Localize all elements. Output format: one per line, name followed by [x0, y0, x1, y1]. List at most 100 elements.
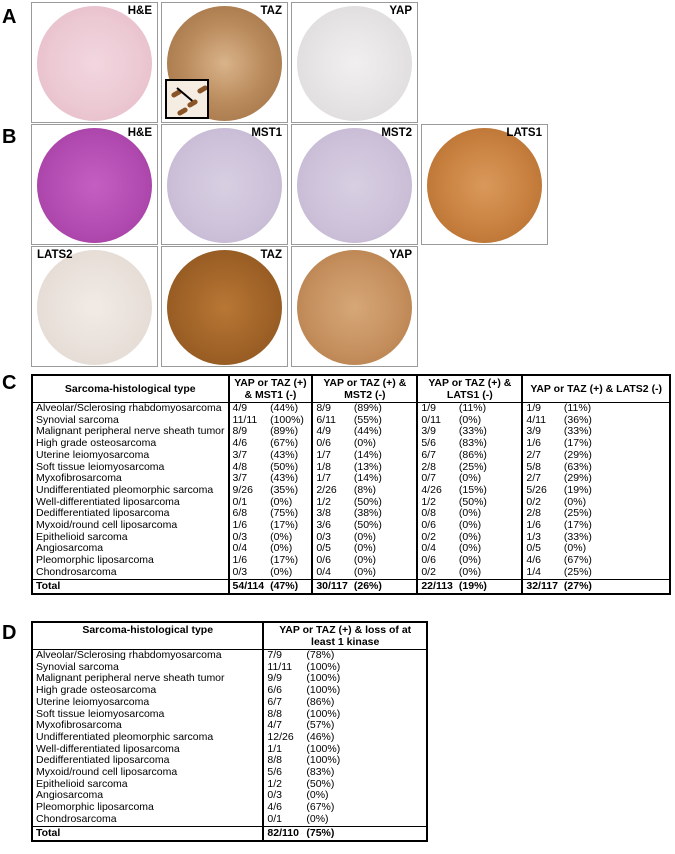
image-label: MST2	[381, 127, 412, 139]
count-cell: 2/7	[521, 473, 561, 485]
table-row: Chondrosarcoma 0/3 (0%) 0/4 (0%) 0/2 (0%) 1/4 (2…	[32, 565, 670, 580]
sarcoma-type-cell: Angiosarcoma	[36, 789, 104, 802]
table-row: Myxoid/round cell liposarcoma 1/6 (17%) 3/6…	[32, 519, 670, 532]
sarcoma-type-cell: Epithelioid sarcoma	[36, 777, 128, 790]
tissue-core	[167, 128, 282, 243]
percent-cell: (36%)	[563, 413, 592, 426]
magnified-inset	[165, 79, 209, 119]
percent-cell: (0%)	[458, 530, 482, 543]
count-cell: 3/8	[311, 508, 351, 521]
count-cell: 8/8	[262, 708, 304, 721]
count-cell: 12/26	[262, 731, 304, 744]
sarcoma-type-cell: Soft tissue leiomyosarcoma	[36, 460, 165, 473]
tissue-core	[297, 6, 412, 121]
count-cell: 0/5	[521, 543, 561, 556]
table-row: Alveolar/Sclerosing rhabdomyosarcoma 4/9 (…	[32, 402, 670, 415]
table-row: Angiosarcoma 0/4 (0%) 0/5 (0%) 0/4 (0%) 0/5 (0%)	[32, 542, 670, 556]
percent-cell: (0%)	[353, 542, 377, 555]
percent-cell: (0%)	[270, 530, 293, 543]
percent-cell: (19%)	[563, 483, 592, 496]
percent-cell: (0%)	[270, 542, 293, 555]
count-cell: 11/11	[262, 661, 304, 674]
sarcoma-type-cell: Myxofibrosarcoma	[36, 719, 122, 732]
percent-cell: (100%)	[306, 660, 341, 673]
sarcoma-type-cell: Undifferentiated pleomorphic sarcoma	[36, 730, 214, 743]
count-cell: 0/4	[227, 543, 268, 556]
percent-cell: (89%)	[270, 425, 299, 438]
percent-cell: (29%)	[563, 448, 592, 461]
percent-cell: (0%)	[458, 565, 482, 578]
percent-cell: (50%)	[353, 519, 382, 532]
percent-cell: (0%)	[353, 530, 377, 543]
image-label: H&E	[127, 5, 152, 17]
sarcoma-type-cell: Angiosarcoma	[36, 542, 104, 555]
sarcoma-type-cell: Chondrosarcoma	[36, 565, 117, 578]
percent-cell: (33%)	[563, 425, 592, 438]
panel-b-mst1-image: MST1	[161, 124, 288, 245]
table-row: Angiosarcoma 0/3 (0%)	[32, 789, 427, 803]
percent-cell: (0%)	[270, 495, 293, 508]
count-cell: 2/26	[311, 484, 351, 497]
percent-cell: (33%)	[458, 425, 487, 438]
percent-cell: (43%)	[270, 448, 299, 461]
percent-cell: (13%)	[353, 460, 382, 473]
count-cell: 5/26	[521, 484, 561, 497]
table-row: Malignant peripheral nerve sheath tumor 9…	[32, 673, 427, 686]
panel-a-letter: A	[2, 6, 17, 28]
sarcoma-type-cell: Synovial sarcoma	[36, 660, 119, 673]
sarcoma-type-cell: Soft tissue leiomyosarcoma	[36, 707, 165, 720]
table-row: Synovial sarcoma 11/11 (100%)	[32, 660, 427, 674]
sarcoma-type-cell: High grade osteosarcoma	[36, 437, 157, 450]
count-cell: 0/4	[311, 566, 351, 580]
sarcoma-type-cell: Alveolar/Sclerosing rhabdomyosarcoma	[36, 402, 222, 414]
count-cell: 0/6	[416, 554, 456, 567]
table-row: Pleomorphic liposarcoma 1/6 (17%) 0/6 (0%) 0/…	[32, 554, 670, 567]
count-cell: 4/9	[227, 402, 268, 415]
panel-b-letter: B	[2, 126, 17, 148]
percent-cell: (86%)	[458, 448, 487, 461]
percent-cell: (0%)	[353, 437, 377, 450]
percent-cell: (100%)	[306, 742, 341, 755]
percent-cell: (8%)	[353, 483, 377, 496]
count-cell: 6/11	[311, 414, 351, 427]
panel-a-he-image: H&E	[31, 2, 158, 123]
table-row: Myxoid/round cell liposarcoma 5/6 (83%)	[32, 766, 427, 779]
table-row: Myxofibrosarcoma 4/7 (57%)	[32, 720, 427, 732]
count-cell: 5/6	[416, 437, 456, 450]
percent-cell: (67%)	[270, 437, 299, 450]
table-row: Synovial sarcoma 11/11 (100%) 6/11 (55%) 0/11…	[32, 413, 670, 427]
percent-cell: (100%)	[306, 754, 341, 767]
count-cell: 0/2	[416, 531, 456, 544]
panel-d-letter: D	[2, 622, 17, 644]
column-header: YAP or TAZ (+) & LATS2 (-)	[521, 375, 670, 403]
count-cell: 0/6	[311, 437, 351, 450]
table-row: Well-differentiated liposarcoma 1/1 (100%)	[32, 742, 427, 756]
percent-cell: (33%)	[563, 530, 592, 543]
percent-cell: (86%)	[306, 695, 335, 708]
count-cell: 3/7	[227, 449, 268, 462]
table-row: Dedifferentiated liposarcoma 6/8 (75%) 3/8(…	[32, 507, 670, 521]
count-cell: 1/1	[262, 743, 304, 756]
count-cell: 0/2	[521, 496, 561, 509]
sarcoma-type-cell: Pleomorphic liposarcoma	[36, 801, 154, 814]
percent-cell: (25%)	[563, 565, 592, 578]
percent-cell: (0%)	[458, 519, 482, 532]
table-row: Malignant peripheral nerve sheath tumor 8…	[32, 425, 670, 439]
count-cell: 1/3	[521, 531, 561, 544]
percent-cell: (11%)	[563, 402, 592, 414]
table-row: Epithelioid sarcoma 0/3 (0%) 0/3 (0%) 0/2 (0%)…	[32, 530, 670, 544]
panel-b-taz-image: TAZ	[161, 246, 288, 367]
percent-cell: (83%)	[458, 437, 487, 450]
count-cell: 82/110	[262, 825, 304, 841]
count-cell: 0/5	[311, 543, 351, 556]
percent-cell: (0%)	[306, 789, 329, 802]
table-row: Myxofibrosarcoma 3/7 (43%) 1/7 (14%) 0/7 (0%) 2…	[32, 473, 670, 485]
table-row: Uterine leiomyosarcoma 3/7 (43%) 1/7 (14%) 6/…	[32, 448, 670, 462]
count-cell: 22/113	[416, 578, 456, 594]
count-cell: 1/9	[521, 402, 561, 415]
count-cell: 30/117	[311, 578, 351, 594]
percent-cell: (17%)	[563, 437, 592, 450]
percent-cell: (75%)	[270, 507, 299, 520]
count-cell: 4/7	[262, 720, 304, 732]
count-cell: 2/8	[416, 461, 456, 474]
